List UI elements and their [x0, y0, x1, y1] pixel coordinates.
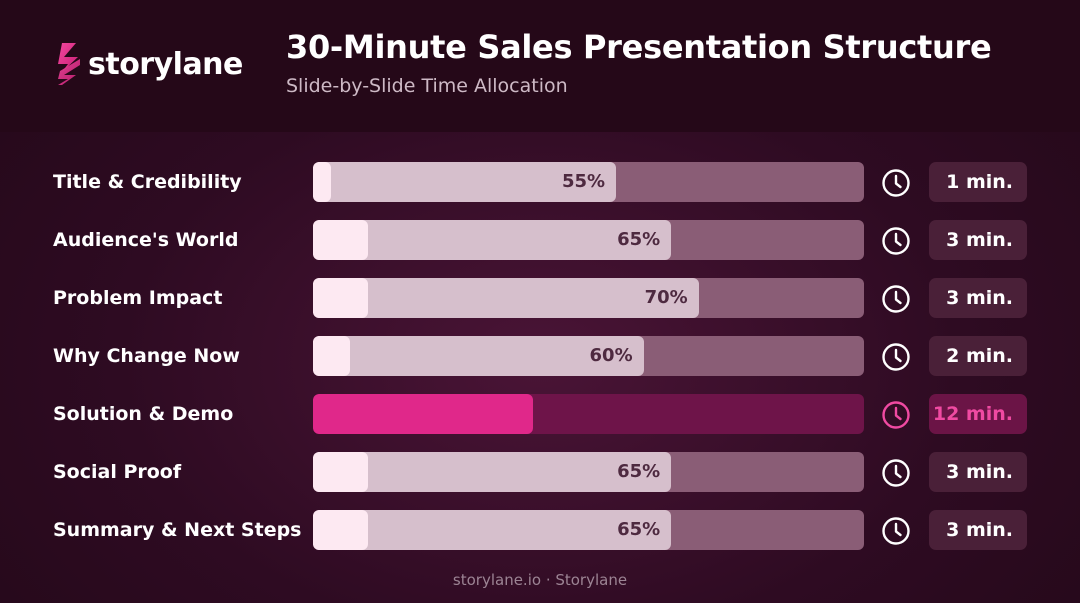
percent-label: 55%: [561, 171, 606, 192]
percent-label: 70%: [644, 287, 688, 308]
bar-row: Social Proof 65% 3 min.: [0, 452, 1080, 492]
bar-track: 55%: [313, 162, 864, 202]
time-bar: [313, 336, 350, 376]
storylane-logo: storylane: [54, 40, 243, 88]
percent-bar: [313, 162, 617, 202]
clock-icon: [882, 285, 910, 313]
category-label: Title & Credibility: [53, 171, 242, 193]
brand-name: storylane: [88, 46, 243, 82]
clock-icon: [882, 227, 910, 255]
category-label: Solution & Demo: [53, 403, 234, 425]
clock-icon: [882, 169, 910, 197]
percent-bar: [313, 278, 699, 318]
percent-label: 65%: [617, 461, 661, 482]
bar-track: 65%: [313, 452, 864, 492]
bar-row: Problem Impact 70% 3 min.: [0, 278, 1080, 318]
percent-label: 65%: [617, 519, 661, 540]
bar-track: 60%: [313, 336, 864, 376]
duration-badge: 3 min.: [929, 278, 1027, 318]
bar-row: Audience's World 65% 3 min.: [0, 220, 1080, 260]
header-band: storylane 30-Minute Sales Presentation S…: [0, 0, 1080, 132]
percent-label: 65%: [617, 229, 661, 250]
storylane-logo-icon: [58, 43, 80, 85]
category-label: Why Change Now: [53, 345, 240, 367]
chart-title: 30-Minute Sales Presentation Structure: [286, 28, 992, 66]
bar-track: 65%: [313, 510, 864, 550]
clock-icon: [882, 401, 910, 429]
duration-badge: 1 min.: [929, 162, 1027, 202]
duration-badge: 3 min.: [929, 220, 1027, 260]
bar-row: Summary & Next Steps 65% 3 min.: [0, 510, 1080, 550]
bar-row: Why Change Now 60% 2 min.: [0, 336, 1080, 376]
time-bar: [313, 452, 369, 492]
percent-label: 60%: [589, 345, 633, 366]
duration-badge: 3 min.: [929, 510, 1027, 550]
time-bar: [313, 510, 369, 550]
duration-badge: 3 min.: [929, 452, 1027, 492]
footer-credit: storylane.io · Storylane: [452, 571, 628, 589]
category-label: Social Proof: [53, 461, 182, 483]
percent-bar: [313, 336, 644, 376]
clock-icon: [882, 343, 910, 371]
percent-bar: [313, 510, 672, 550]
duration-badge: 12 min.: [929, 394, 1027, 434]
bar-row: Solution & Demo 12 min.: [0, 394, 1080, 434]
bar-track: 70%: [313, 278, 864, 318]
time-bar: [313, 162, 332, 202]
clock-icon: [882, 459, 910, 487]
category-label: Audience's World: [53, 229, 239, 251]
bar-track: [313, 394, 864, 434]
time-bar: [313, 394, 534, 434]
time-bar: [313, 220, 369, 260]
chart-subtitle: Slide-by-Slide Time Allocation: [286, 75, 568, 97]
bar-row: Title & Credibility 55% 1 min.: [0, 162, 1080, 202]
percent-bar: [313, 452, 672, 492]
clock-icon: [882, 517, 910, 545]
bar-track: 65%: [313, 220, 864, 260]
percent-bar: [313, 220, 672, 260]
category-label: Problem Impact: [53, 287, 223, 309]
time-bar: [313, 278, 369, 318]
category-label: Summary & Next Steps: [53, 519, 302, 541]
duration-badge: 2 min.: [929, 336, 1027, 376]
